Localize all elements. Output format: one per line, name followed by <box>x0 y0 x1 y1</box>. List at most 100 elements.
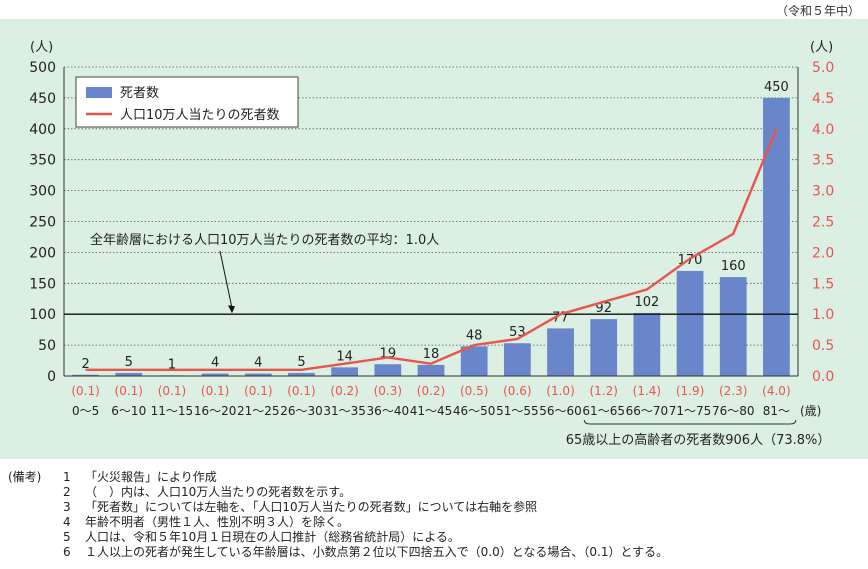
x-tick-label: 81～ <box>763 404 790 418</box>
bracket <box>583 419 797 425</box>
note-number: 1 <box>63 470 71 484</box>
x-tick-label: 46～50 <box>453 404 496 418</box>
bar-value-label: 1 <box>168 357 176 372</box>
x-unit-label: (歳) <box>800 404 821 418</box>
rate-label: (0.2) <box>417 384 445 398</box>
y-right-tick-label: 5.0 <box>812 60 834 76</box>
note-row: 3 「死者数」については左軸を、「人口10万人当たりの死者数」については右軸を参… <box>8 500 868 515</box>
bar <box>503 343 531 376</box>
x-tick-label: 21～25 <box>237 404 280 418</box>
legend-label: 死者数 <box>120 86 159 101</box>
note-text: （ ）内は、人口10万人当たりの死者数を示す。 <box>85 485 352 499</box>
y-left-tick-label: 150 <box>29 276 56 292</box>
reference-arrow-head <box>228 305 235 314</box>
x-tick-label: 76～80 <box>712 404 755 418</box>
x-tick-label: 0～5 <box>72 404 99 418</box>
y-left-tick-label: 100 <box>29 307 56 323</box>
bar <box>331 367 359 376</box>
bar <box>288 372 315 376</box>
notes-heading: (備考) <box>8 470 42 484</box>
x-tick-label: 11～15 <box>151 404 194 418</box>
note-row: 5 人口は、令和５年10月１日現在の人口推計（総務省統計局）による。 <box>8 530 868 545</box>
x-tick-label: 41～45 <box>410 404 453 418</box>
x-tick-label: 51～55 <box>496 404 539 418</box>
y-left-tick-label: 350 <box>29 153 56 169</box>
x-tick-label: 6～10 <box>111 404 146 418</box>
chart: 0 50 100 150 200 250 300 350 400 450 500 0.0 0.5 1.0 1… <box>29 40 834 448</box>
rate-label: (0.1) <box>71 384 99 398</box>
legend-box <box>75 76 299 128</box>
rate-label: (0.1) <box>158 384 186 398</box>
x-tick-label: 56～60 <box>539 404 582 418</box>
bar-value-label: 4 <box>211 356 219 371</box>
y-left-tick-label: 250 <box>29 215 56 231</box>
bar-value-label: 160 <box>721 259 746 274</box>
note-text: 人口は、令和５年10月１日現在の人口推計（総務省統計局）による。 <box>85 530 460 544</box>
y-right-tick-label: 4.0 <box>812 122 834 138</box>
bar-value-label: 2 <box>81 357 89 372</box>
rate-label: (1.4) <box>633 384 661 398</box>
note-row: 4 年齢不明者（男性１人、性別不明３人）を除く。 <box>8 515 868 530</box>
note-text: １人以上の死者が発生している年齢層は、小数点第２位以下四捨五入で（0.0）となる… <box>85 545 669 559</box>
bar <box>460 346 488 376</box>
y-left-tick-label: 50 <box>38 338 56 354</box>
y-right-tick-label: 1.5 <box>812 276 834 292</box>
y-left-tick-label: 0 <box>47 369 56 385</box>
note-row: 6 １人以上の死者が発生している年齢層は、小数点第２位以下四捨五入で（0.0）と… <box>8 545 868 560</box>
bar <box>719 277 747 376</box>
bar <box>547 328 574 376</box>
bar-value-label: 18 <box>423 347 440 362</box>
bar-value-label: 92 <box>595 301 612 316</box>
note-text: 「火災報告」により作成 <box>85 470 217 484</box>
y-right-tick-label: 2.5 <box>812 215 834 231</box>
y-right-tick-label: 4.5 <box>812 91 834 107</box>
rate-label: (0.5) <box>460 384 488 398</box>
bar <box>676 270 704 376</box>
chart-panel: 0 50 100 150 200 250 300 350 400 450 500 0.0 0.5 1.0 1… <box>0 19 868 459</box>
bar <box>201 373 229 376</box>
notes-block: (備考) 1 「火災報告」により作成 2 （ ）内は、人口10万人当たりの死者数… <box>8 470 868 560</box>
bar <box>417 364 445 376</box>
rate-label: (0.2) <box>330 384 358 398</box>
period-label: （令和５年中） <box>775 4 860 18</box>
bar-value-label: 5 <box>297 355 305 370</box>
rate-label: (4.0) <box>762 384 790 398</box>
bar <box>72 374 99 376</box>
y-left-tick-label: 200 <box>29 245 56 261</box>
y-left-tick-label: 400 <box>29 122 56 138</box>
bracket-label: 65歳以上の高齢者の死者数906人（73.8%） <box>566 432 831 448</box>
rate-label: (1.2) <box>589 384 617 398</box>
x-tick-label: 16～20 <box>194 404 237 418</box>
y-left-tick-label: 450 <box>29 91 56 107</box>
y-left-unit: (人) <box>30 40 53 55</box>
y-right-tick-label: 1.0 <box>812 307 834 323</box>
bar <box>763 97 790 377</box>
bar <box>374 364 402 376</box>
note-row: (備考) 1 「火災報告」により作成 <box>8 470 868 485</box>
note-text: 年齢不明者（男性１人、性別不明３人）を除く。 <box>85 515 350 529</box>
bar <box>115 372 143 376</box>
rate-label: (0.1) <box>201 384 229 398</box>
note-number: 3 <box>63 500 71 514</box>
y-left-tick-label: 300 <box>29 184 56 200</box>
rate-label: (1.9) <box>676 384 704 398</box>
x-tick-label: 61～65 <box>582 404 625 418</box>
rate-label: (0.3) <box>374 384 402 398</box>
bar-value-label: 48 <box>466 328 483 343</box>
bar-value-label: 102 <box>634 295 659 310</box>
y-left-tick-label: 500 <box>29 60 56 76</box>
x-tick-label: 26～30 <box>280 404 323 418</box>
bar-value-label: 4 <box>254 356 262 371</box>
y-right-tick-label: 3.5 <box>812 153 834 169</box>
rate-label: (2.3) <box>719 384 747 398</box>
y-right-tick-label: 0.5 <box>812 338 834 354</box>
x-tick-label: 36～40 <box>367 404 410 418</box>
rate-label: (0.1) <box>115 384 143 398</box>
x-tick-label: 71～75 <box>669 404 712 418</box>
bar-value-label: 450 <box>764 80 789 95</box>
reference-arrow <box>219 250 233 309</box>
bar <box>633 312 661 376</box>
note-number: 5 <box>63 530 71 544</box>
rate-label: (0.6) <box>503 384 531 398</box>
bar-value-label: 14 <box>336 349 353 364</box>
